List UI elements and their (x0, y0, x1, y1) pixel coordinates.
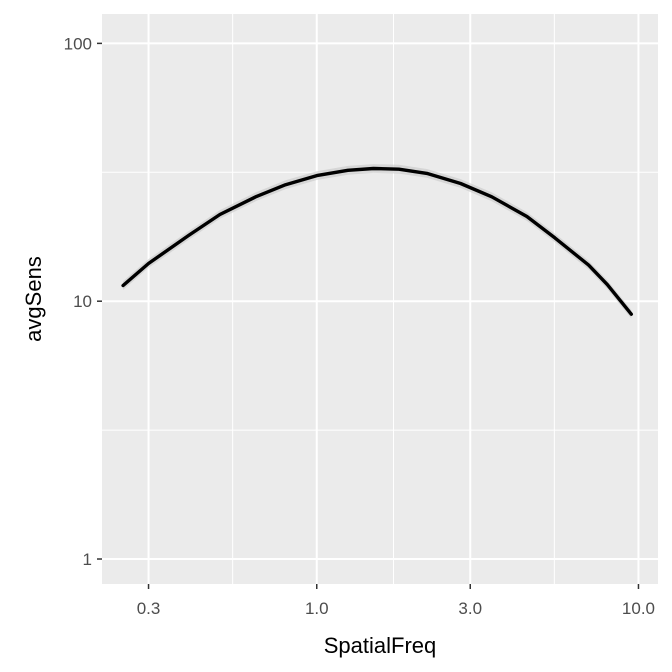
x-tick-label: 0.3 (137, 599, 161, 618)
x-tick-label: 3.0 (458, 599, 482, 618)
x-tick-label: 10.0 (622, 599, 655, 618)
plot-panel (102, 14, 658, 584)
x-axis-title: SpatialFreq (324, 633, 437, 658)
y-tick-label: 10 (73, 292, 92, 311)
series-line (121, 166, 633, 316)
x-axis-ticks: 0.3 1.0 3.0 10.0 (137, 584, 655, 618)
y-axis-title: avgSens (21, 256, 46, 342)
y-axis-ticks: 1 10 100 (64, 34, 102, 569)
x-tick-label: 1.0 (305, 599, 329, 618)
y-tick-label: 100 (64, 34, 92, 53)
y-tick-label: 1 (83, 550, 92, 569)
